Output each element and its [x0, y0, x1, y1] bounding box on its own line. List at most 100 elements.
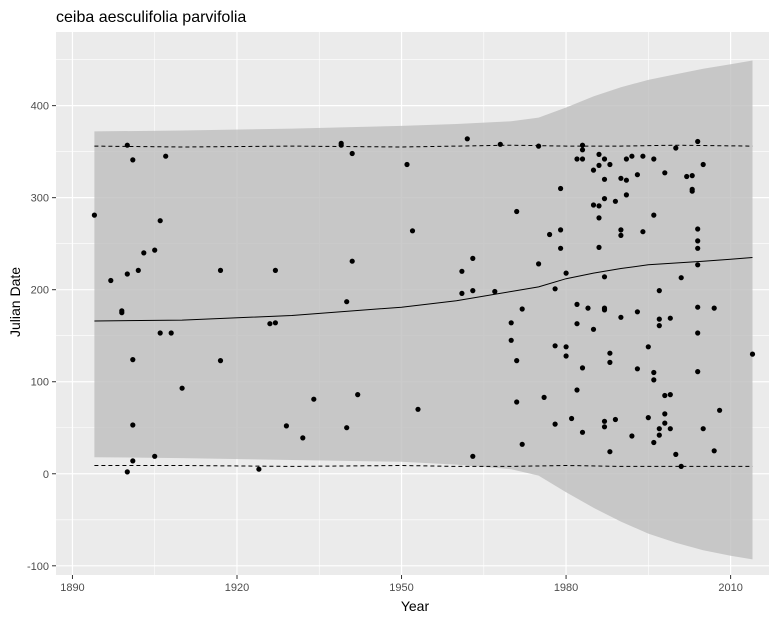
data-point	[656, 288, 662, 294]
data-point	[569, 415, 575, 422]
data-point	[601, 274, 608, 280]
data-point	[700, 161, 706, 168]
data-point	[404, 161, 410, 168]
data-point	[272, 320, 278, 326]
data-point	[645, 415, 651, 421]
data-point	[141, 250, 147, 256]
data-point	[470, 453, 476, 459]
data-point	[662, 170, 668, 176]
chart-title: ceiba aesculifolia parvifolia	[56, 9, 246, 26]
data-point	[574, 156, 580, 162]
data-point	[338, 142, 344, 148]
x-tick-label: 1980	[554, 582, 578, 594]
y-axis: -100 0 100 200 300 400	[27, 101, 56, 573]
data-point	[163, 153, 169, 159]
data-point	[355, 392, 361, 398]
upper-quantile-line	[94, 144, 753, 148]
data-point	[601, 196, 608, 202]
data-point	[590, 202, 597, 208]
data-point	[514, 399, 520, 405]
data-point	[601, 424, 608, 430]
data-point	[492, 288, 498, 295]
prediction-band	[94, 60, 753, 560]
data-point	[656, 426, 662, 432]
data-point	[651, 212, 657, 218]
data-point	[563, 270, 569, 276]
data-point	[152, 247, 158, 253]
data-point	[695, 369, 701, 375]
data-point	[108, 277, 114, 284]
data-point	[673, 451, 679, 457]
data-point	[574, 387, 580, 393]
data-point	[135, 267, 141, 273]
data-point	[574, 301, 580, 307]
data-point	[695, 245, 701, 251]
data-point	[349, 258, 355, 264]
data-point	[217, 267, 224, 273]
data-point	[119, 310, 125, 316]
y-tick-label: 100	[31, 377, 49, 389]
data-point	[640, 153, 646, 159]
y-tick-label: -100	[27, 561, 49, 573]
data-point	[634, 366, 641, 372]
data-point	[711, 305, 717, 311]
data-point	[749, 351, 756, 357]
data-point	[157, 330, 163, 336]
data-point	[601, 307, 608, 313]
data-point	[168, 330, 174, 336]
data-point	[623, 192, 630, 198]
data-point	[267, 321, 273, 327]
data-point	[601, 176, 608, 182]
data-point	[157, 218, 163, 224]
x-tick-label: 2010	[718, 582, 742, 594]
data-point	[256, 466, 262, 472]
data-point	[574, 321, 580, 327]
data-point	[662, 411, 668, 417]
data-point	[623, 177, 630, 183]
data-point	[124, 469, 130, 475]
data-point	[579, 147, 586, 153]
data-point	[667, 392, 673, 398]
data-point	[612, 416, 619, 423]
data-point	[415, 406, 421, 412]
data-point	[711, 448, 717, 454]
data-point	[662, 392, 668, 399]
data-point	[283, 423, 289, 429]
data-point	[91, 212, 97, 218]
data-point	[514, 208, 520, 215]
data-point	[640, 229, 646, 235]
data-point	[601, 156, 608, 162]
data-point	[579, 365, 586, 371]
data-point	[558, 245, 564, 251]
y-axis-title: Julian Date	[7, 267, 23, 337]
data-point	[717, 407, 723, 413]
x-tick-label: 1920	[225, 582, 249, 594]
data-point	[130, 422, 136, 428]
data-point	[618, 175, 624, 181]
data-point	[563, 344, 569, 350]
data-point	[579, 142, 586, 148]
data-point	[272, 267, 278, 273]
data-point	[558, 185, 564, 192]
data-point	[700, 426, 706, 432]
data-point	[464, 136, 470, 142]
data-point	[547, 231, 553, 238]
data-point	[130, 458, 136, 464]
data-point	[607, 359, 613, 365]
data-point	[673, 145, 679, 151]
data-point	[678, 463, 684, 469]
y-tick-label: 400	[31, 101, 49, 113]
data-point	[508, 320, 514, 326]
data-point	[634, 309, 641, 315]
data-point	[459, 268, 465, 274]
data-point	[596, 151, 602, 157]
data-point	[684, 173, 690, 180]
data-point	[497, 141, 503, 147]
data-point	[629, 153, 635, 159]
data-point	[459, 290, 465, 296]
data-point	[514, 358, 520, 364]
data-point	[585, 305, 591, 311]
data-point	[344, 425, 350, 431]
data-point	[618, 314, 624, 320]
